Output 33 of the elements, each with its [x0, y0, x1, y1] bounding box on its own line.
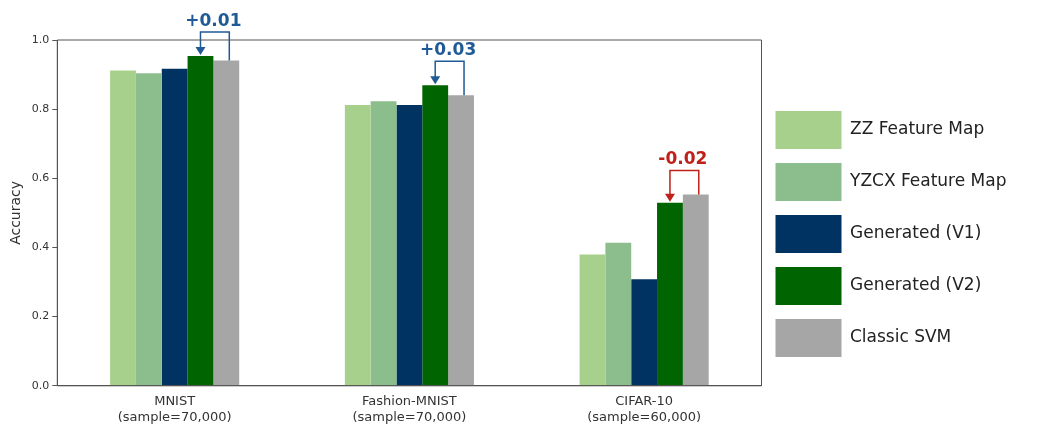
y-tick-label: 0.6 — [31, 171, 50, 185]
bar — [631, 279, 658, 386]
bar — [605, 242, 632, 386]
bar — [161, 68, 188, 386]
y-tick-label: 0.8 — [31, 102, 50, 116]
y-axis-title: Accuracy — [7, 180, 24, 245]
bar — [422, 85, 449, 386]
bar — [448, 95, 474, 386]
y-tick-label: 0.2 — [31, 309, 50, 323]
y-tick-label: 1.0 — [31, 32, 50, 46]
annotation: +0.03 — [420, 39, 477, 60]
text: +0.01 — [185, 9, 242, 30]
bar — [396, 105, 423, 386]
legend-label: Classic SVM — [850, 326, 952, 347]
legend-label: Generated (V2) — [850, 274, 982, 295]
legend-label: YZCX Feature Map — [849, 170, 1007, 191]
y-tick-label: 0.0 — [31, 378, 50, 392]
legend-label: Generated (V1) — [850, 222, 982, 243]
x-tick-label: Fashion-MNIST (sample=70,000) — [352, 392, 467, 424]
bar — [370, 101, 397, 386]
legend-label: ZZ Feature Map — [850, 118, 985, 139]
x-tick-label: MNIST (sample=70,000) — [117, 392, 232, 424]
bar — [682, 194, 709, 386]
bar — [187, 55, 214, 386]
bar — [110, 70, 136, 386]
annotation: -0.02 — [658, 148, 708, 169]
bar — [135, 73, 162, 386]
x-tick-label: CIFAR-10 (sample=60,000) — [587, 392, 702, 424]
bar — [213, 60, 240, 386]
bar — [579, 254, 606, 386]
bar — [657, 202, 683, 386]
bar — [344, 105, 371, 386]
y-tick-label: 0.4 — [31, 240, 50, 254]
